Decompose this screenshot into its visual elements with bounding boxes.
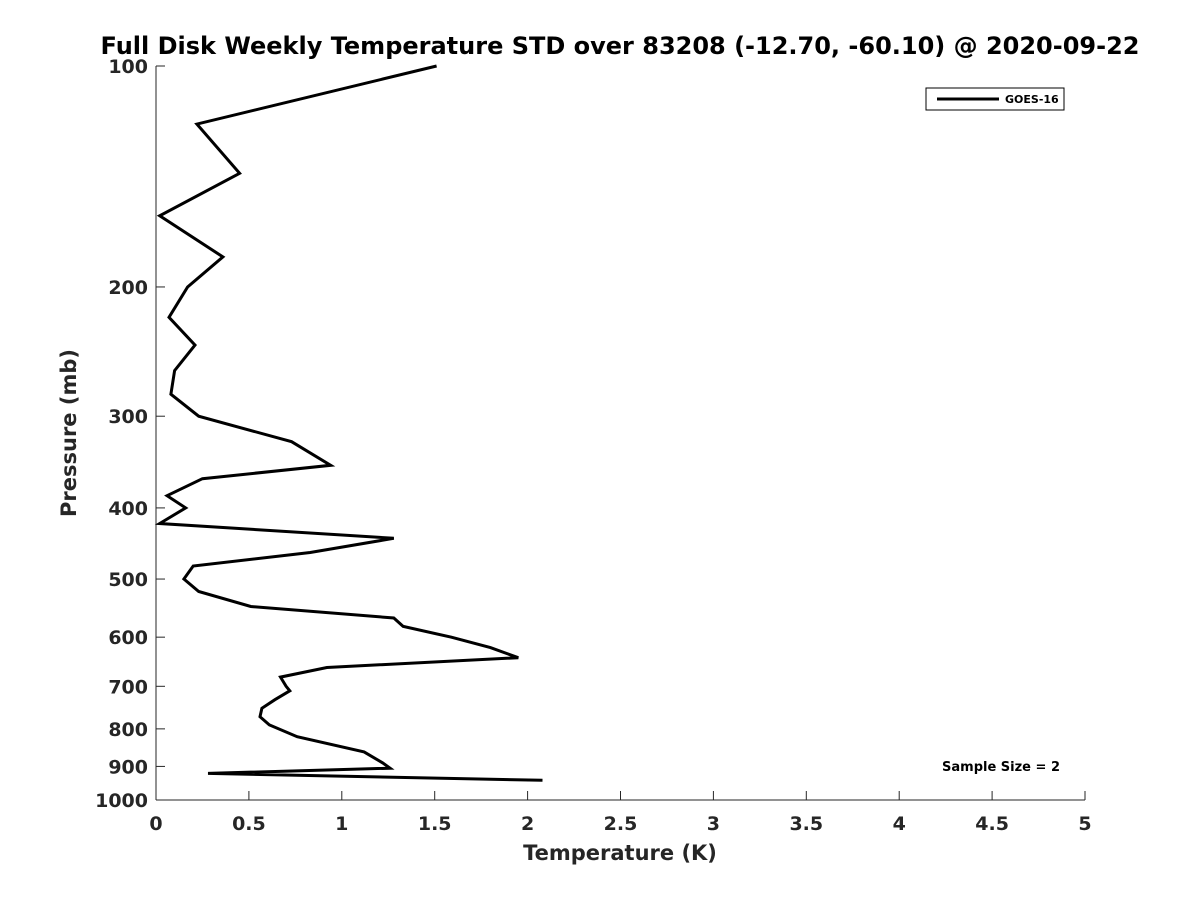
x-tick-label: 5 <box>1078 813 1091 835</box>
x-tick-label: 4.5 <box>975 813 1009 835</box>
x-tick-label: 0 <box>149 813 162 835</box>
y-tick-label: 100 <box>108 56 148 78</box>
sample-size-annotation: Sample Size = 2 <box>942 760 1060 775</box>
x-tick-label: 2 <box>521 813 534 835</box>
y-tick-label: 700 <box>108 676 148 698</box>
chart-title: Full Disk Weekly Temperature STD over 83… <box>101 32 1140 60</box>
x-axis-ticks: 0 0.5 1 1.5 2 2.5 3 3.5 4 4.5 5 <box>149 791 1092 835</box>
legend: GOES-16 <box>925 87 1065 111</box>
x-tick-label: 3.5 <box>789 813 823 835</box>
y-tick-label: 1000 <box>95 790 148 812</box>
x-tick-label: 0.5 <box>232 813 266 835</box>
y-axis-label: Pressure (mb) <box>57 349 81 517</box>
x-tick-label: 3 <box>707 813 720 835</box>
y-tick-label: 600 <box>108 627 148 649</box>
x-axis-label: Temperature (K) <box>523 841 717 865</box>
y-tick-label: 400 <box>108 498 148 520</box>
y-tick-label: 200 <box>108 277 148 299</box>
y-axis-ticks: 100 200 300 400 500 600 700 800 900 1000 <box>95 56 165 812</box>
legend-label-goes-16: GOES-16 <box>1005 93 1059 106</box>
x-tick-label: 4 <box>893 813 906 835</box>
x-tick-label: 1 <box>335 813 348 835</box>
series-line-goes-16 <box>154 64 543 782</box>
series-group <box>154 64 543 782</box>
x-tick-label: 1.5 <box>418 813 452 835</box>
x-tick-label: 2.5 <box>604 813 638 835</box>
y-tick-label: 900 <box>108 756 148 778</box>
plot-area: 0 0.5 1 1.5 2 2.5 3 3.5 4 4.5 5 100 200 300 400 500 600… <box>95 56 1092 835</box>
y-tick-label: 300 <box>108 406 148 428</box>
y-tick-label: 500 <box>108 569 148 591</box>
y-tick-label: 800 <box>108 719 148 741</box>
